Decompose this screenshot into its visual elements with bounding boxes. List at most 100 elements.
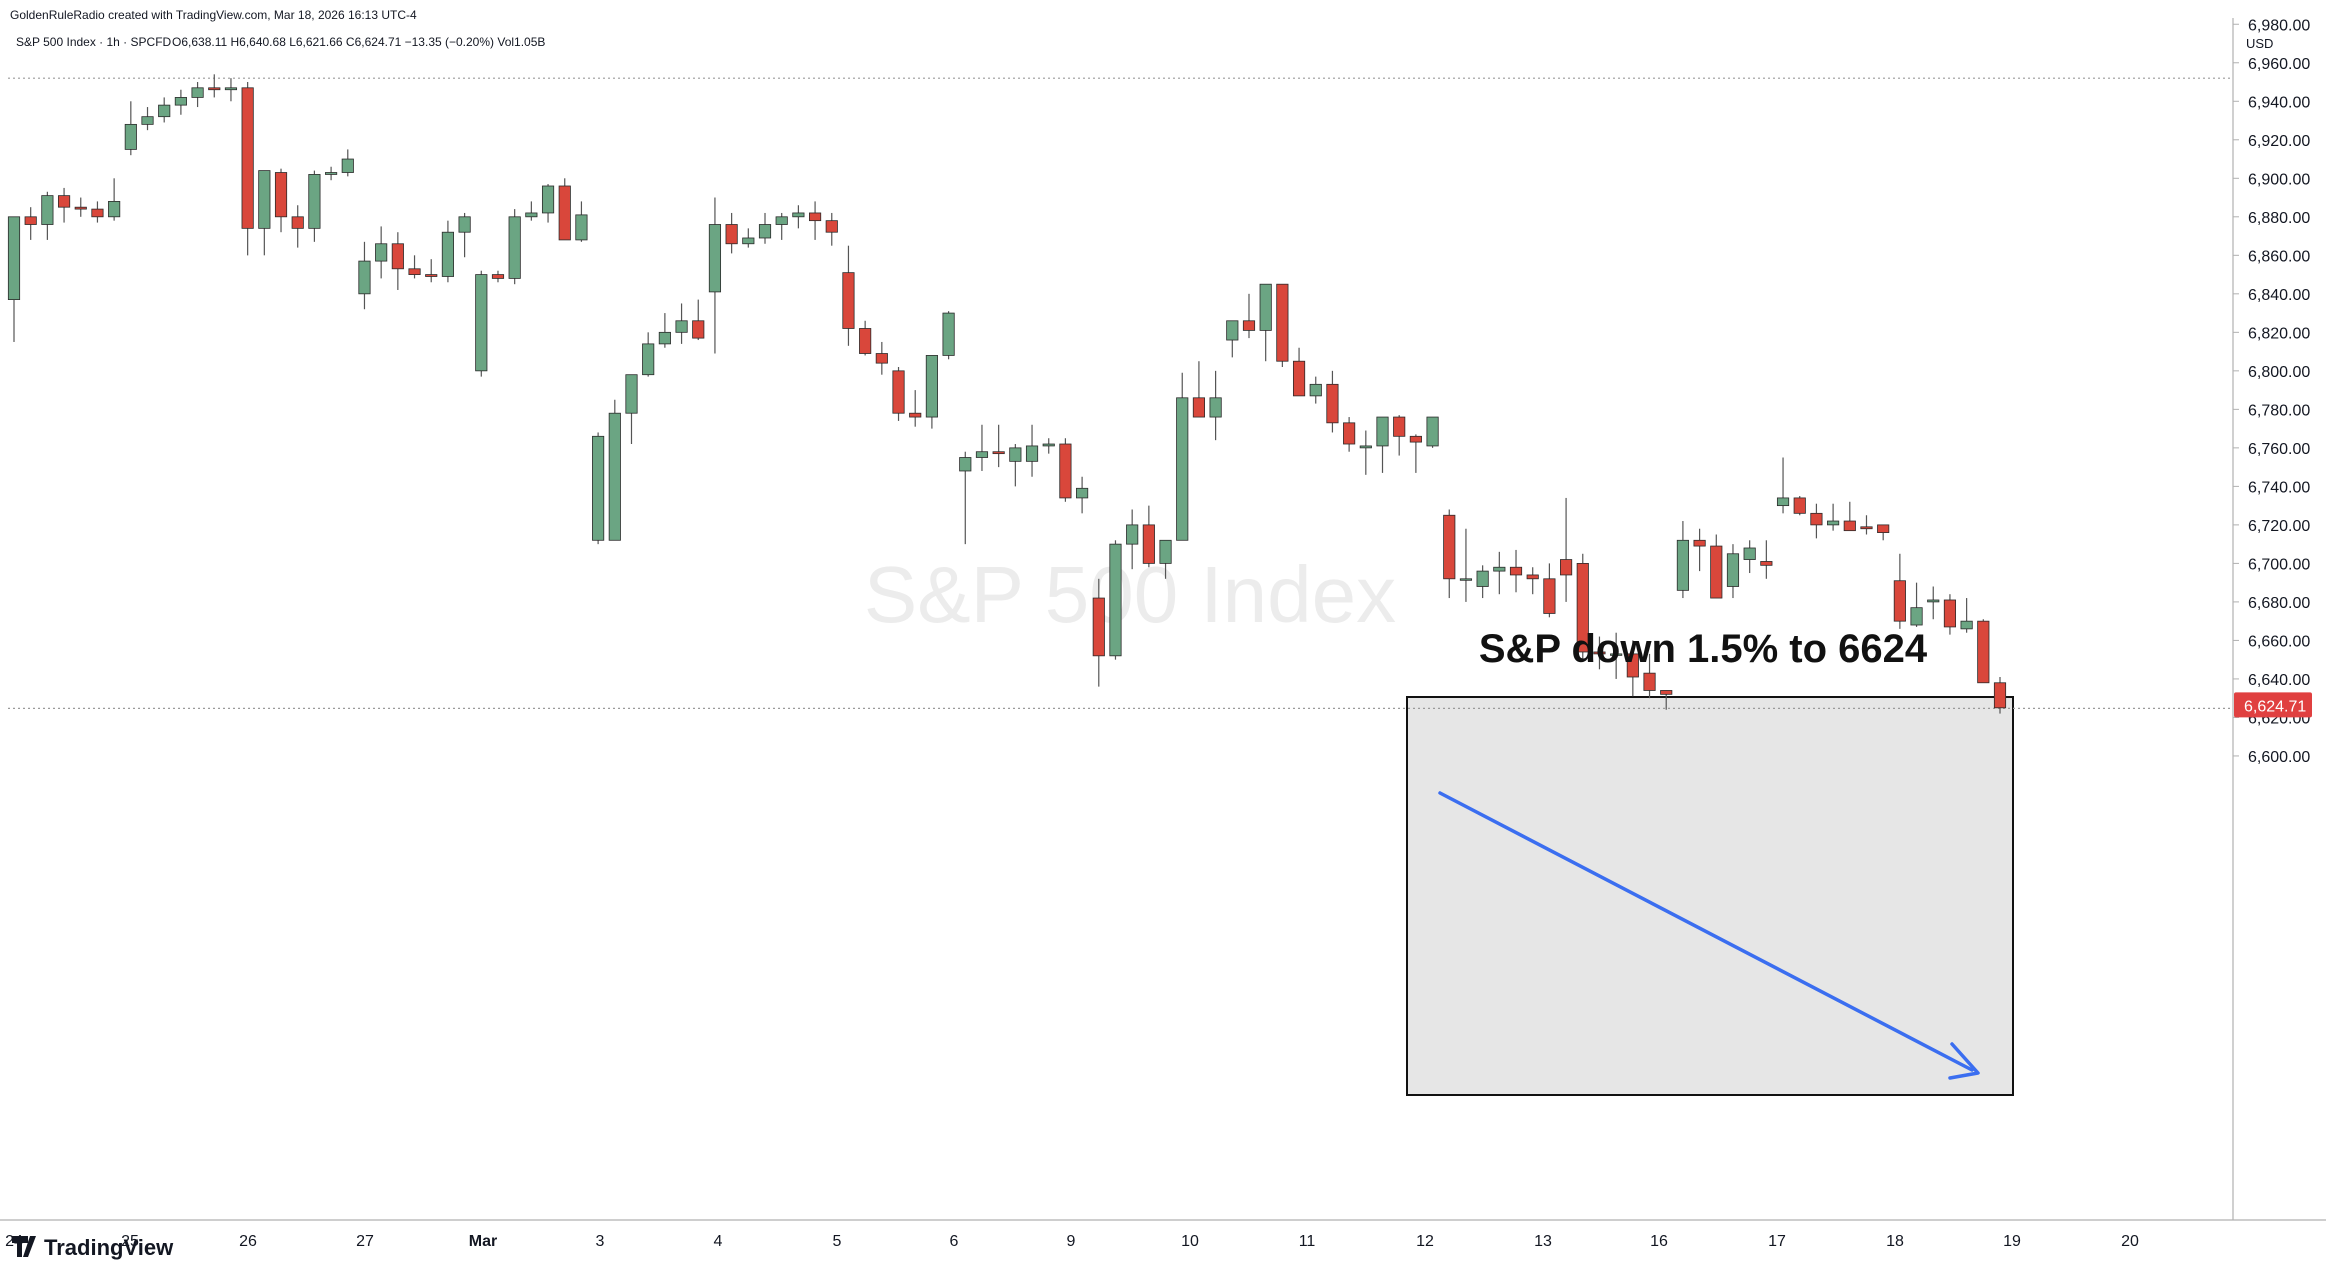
candle-body[interactable]: [1393, 416, 1406, 437]
candle-body[interactable]: [308, 174, 321, 229]
candle-body[interactable]: [1710, 545, 1723, 599]
candle-body[interactable]: [1776, 497, 1790, 507]
candle-body[interactable]: [1226, 320, 1239, 341]
candle-body[interactable]: [325, 172, 338, 175]
candle-body[interactable]: [1877, 524, 1890, 533]
candle-body[interactable]: [575, 214, 588, 241]
candle-body[interactable]: [892, 370, 905, 414]
candle-body[interactable]: [541, 185, 555, 214]
candle-body[interactable]: [258, 170, 271, 229]
candle-body[interactable]: [1076, 487, 1089, 499]
candle-body[interactable]: [1793, 497, 1806, 514]
candle-body[interactable]: [1109, 543, 1122, 657]
candle-body[interactable]: [291, 216, 304, 229]
candle-body[interactable]: [1426, 416, 1439, 447]
candle-body[interactable]: [975, 451, 989, 458]
candle-body[interactable]: [241, 87, 254, 229]
candle-body[interactable]: [642, 343, 655, 376]
candle-body[interactable]: [558, 185, 571, 241]
candle-body[interactable]: [625, 374, 638, 414]
candle-body[interactable]: [224, 87, 238, 91]
candle-body[interactable]: [1860, 526, 1873, 530]
candle-body[interactable]: [925, 355, 938, 418]
candle-body[interactable]: [1376, 416, 1389, 447]
candle-body[interactable]: [959, 457, 972, 472]
candle-body[interactable]: [1610, 653, 1623, 656]
candle-body[interactable]: [1726, 553, 1740, 587]
candle-body[interactable]: [41, 195, 54, 225]
candle-body[interactable]: [525, 212, 538, 218]
candle-body[interactable]: [141, 116, 154, 125]
candle-body[interactable]: [408, 268, 421, 275]
candle-body[interactable]: [174, 97, 187, 106]
candle-body[interactable]: [108, 201, 121, 218]
candle-body[interactable]: [1409, 435, 1422, 443]
candle-body[interactable]: [491, 274, 505, 279]
candle-body[interactable]: [1209, 397, 1222, 418]
candle-body[interactable]: [1009, 447, 1022, 462]
candle-body[interactable]: [658, 331, 671, 345]
candle-body[interactable]: [608, 412, 621, 541]
candle-body[interactable]: [1743, 547, 1756, 560]
candle-body[interactable]: [909, 412, 922, 418]
candle-body[interactable]: [91, 208, 104, 218]
candle-body[interactable]: [809, 212, 822, 222]
candle-body[interactable]: [1693, 539, 1706, 547]
candle-body[interactable]: [391, 243, 404, 270]
candle-body[interactable]: [24, 216, 37, 225]
candle-body[interactable]: [1526, 574, 1539, 580]
candle-body[interactable]: [1042, 443, 1055, 447]
candle-body[interactable]: [1576, 562, 1589, 653]
candle-body[interactable]: [1593, 651, 1606, 655]
candle-body[interactable]: [1643, 672, 1656, 691]
candle-body[interactable]: [1493, 566, 1506, 572]
candle-body[interactable]: [208, 87, 221, 91]
candle-body[interactable]: [1993, 682, 2007, 709]
candle-body[interactable]: [1159, 539, 1172, 564]
candle-body[interactable]: [775, 216, 788, 225]
candle-body[interactable]: [508, 216, 521, 279]
candle-body[interactable]: [1560, 559, 1573, 576]
candle-body[interactable]: [1142, 524, 1155, 564]
candle-body[interactable]: [158, 104, 171, 118]
candle-body[interactable]: [1810, 512, 1823, 526]
candle-body[interactable]: [1242, 320, 1256, 331]
candle-body[interactable]: [1459, 578, 1473, 581]
candle-body[interactable]: [1176, 397, 1189, 541]
candle-body[interactable]: [992, 451, 1005, 455]
candle-body[interactable]: [1660, 690, 1673, 695]
candle-body[interactable]: [1326, 383, 1339, 424]
candle-body[interactable]: [1343, 422, 1356, 445]
candle-body[interactable]: [875, 353, 888, 364]
candle-body[interactable]: [942, 312, 955, 356]
candle-body[interactable]: [475, 274, 488, 372]
candle-body[interactable]: [742, 237, 755, 245]
candle-body[interactable]: [592, 435, 605, 541]
candle-body[interactable]: [1827, 520, 1840, 526]
candle-body[interactable]: [1359, 445, 1372, 449]
candle-body[interactable]: [1676, 539, 1689, 591]
candle-body[interactable]: [191, 87, 204, 98]
candle-body[interactable]: [7, 216, 21, 301]
candle-body[interactable]: [425, 274, 438, 277]
candle-body[interactable]: [1092, 597, 1105, 657]
candle-body[interactable]: [1760, 561, 1773, 566]
candle-body[interactable]: [1843, 520, 1856, 532]
candle-body[interactable]: [1960, 620, 1973, 630]
candle-body[interactable]: [124, 123, 137, 150]
candle-body[interactable]: [1927, 599, 1940, 603]
candle-body[interactable]: [458, 216, 471, 233]
candle-body[interactable]: [57, 195, 71, 208]
candle-body[interactable]: [1192, 397, 1205, 418]
candle-body[interactable]: [358, 260, 371, 295]
candle-body[interactable]: [1276, 283, 1289, 362]
candle-body[interactable]: [1025, 445, 1039, 462]
candle-body[interactable]: [1910, 607, 1923, 626]
candle-body[interactable]: [1893, 580, 1906, 622]
candle-body[interactable]: [842, 272, 855, 329]
candle-body[interactable]: [1977, 620, 1990, 684]
candle-body[interactable]: [825, 220, 838, 233]
candle-body[interactable]: [792, 212, 805, 218]
